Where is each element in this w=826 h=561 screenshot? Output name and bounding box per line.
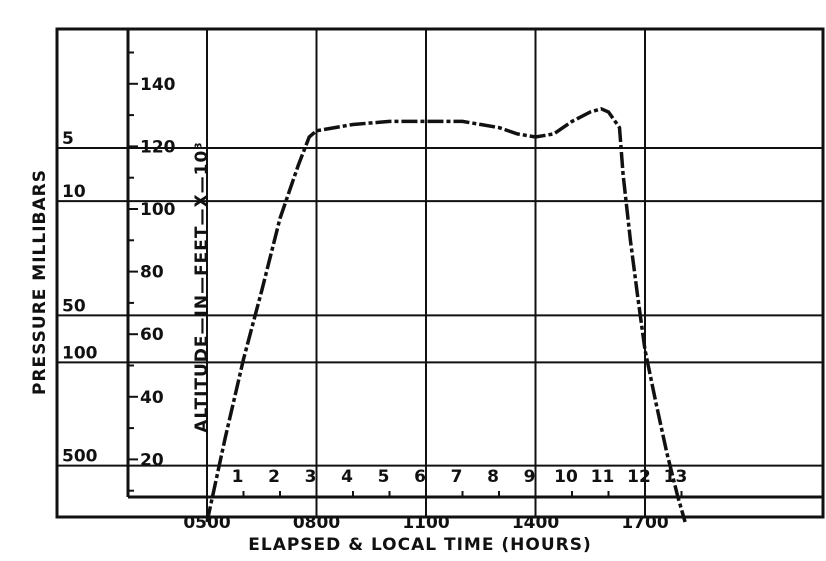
altitude-tick-label: 60 (140, 325, 164, 345)
time-ticks: 0500 0800 1100 1400 1700 (183, 513, 668, 533)
pressure-tick-label: 50 (62, 296, 86, 316)
elapsed-hour-label: 7 (451, 467, 463, 487)
altitude-tick-label: 100 (140, 200, 176, 220)
elapsed-hour-label: 13 (664, 467, 688, 487)
elapsed-hour-label: 3 (305, 467, 317, 487)
local-time-label: 1400 (512, 513, 559, 533)
pressure-ticks: 5 10 50 100 500 (62, 129, 98, 467)
elapsed-hour-label: 5 (378, 467, 390, 487)
outer-frame (55, 27, 825, 519)
elapsed-hour-ticks: 1 2 3 4 5 6 7 8 9 10 11 12 13 (232, 467, 688, 497)
x-axis-title: ELAPSED & LOCAL TIME (HOURS) (248, 535, 591, 555)
pressure-tick-label: 10 (62, 182, 86, 202)
local-time-label: 0500 (183, 513, 230, 533)
y-axis-title: ALTITUDE—IN—FEET—X—10³ (192, 141, 212, 432)
altitude-tick-label: 140 (140, 75, 176, 95)
local-time-label: 0800 (293, 513, 340, 533)
altitude-tick-label: 40 (140, 388, 164, 408)
pressure-tick-label: 100 (62, 343, 98, 363)
altitude-tick-label: 20 (140, 450, 164, 470)
elapsed-hour-label: 8 (487, 467, 499, 487)
altitude-series-line (205, 106, 687, 523)
local-time-label: 1700 (621, 513, 668, 533)
elapsed-hour-label: 9 (524, 467, 536, 487)
elapsed-hour-label: 12 (627, 467, 651, 487)
pressure-tick-label: 500 (62, 447, 98, 467)
elapsed-hour-label: 2 (268, 467, 280, 487)
elapsed-hour-label: 4 (341, 467, 353, 487)
elapsed-hour-label: 11 (591, 467, 615, 487)
altitude-tick-label: 80 (140, 263, 164, 283)
altitude-ticks: 20 40 60 80 100 120 140 (128, 51, 176, 492)
pressure-axis-title: PRESSURE MILLIBARS (30, 169, 50, 395)
local-time-label: 1100 (402, 513, 449, 533)
altitude-tick-label: 120 (140, 137, 176, 157)
elapsed-hour-label: 10 (554, 467, 578, 487)
grid-lines (57, 29, 823, 517)
elapsed-hour-label: 1 (232, 467, 244, 487)
elapsed-hour-label: 6 (414, 467, 426, 487)
pressure-tick-label: 5 (62, 129, 74, 149)
